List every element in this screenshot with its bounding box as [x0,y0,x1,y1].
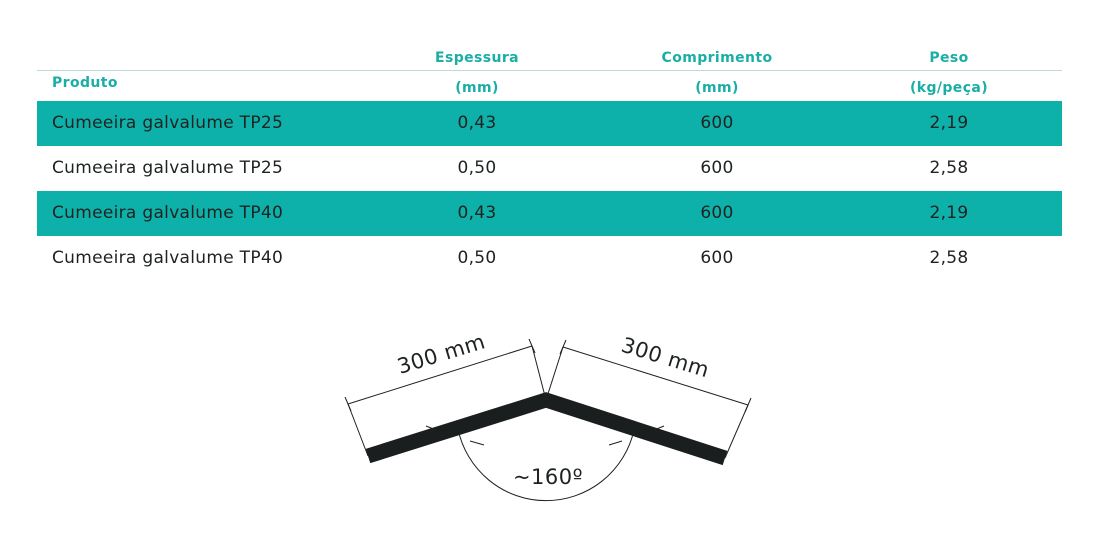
table-row: Cumeeira galvalume TP25 0,43 600 2,19 [37,101,1062,146]
cell-produto: Cumeeira galvalume TP40 [52,203,284,223]
header-peso-unit: (kg/peça) [909,80,989,96]
cell-peso: 2,19 [929,113,969,133]
table-row: Cumeeira galvalume TP25 0,50 600 2,58 [37,146,1062,191]
cell-comprimento: 600 [700,203,734,223]
product-table: Produto Espessura (mm) Comprimento (mm) … [37,40,1062,268]
header-comprimento: Comprimento (mm) [617,45,817,101]
cell-comprimento: 600 [700,158,734,178]
header-produto: Produto [52,70,118,96]
header-peso: Peso (kg/peça) [849,45,1049,101]
header-espessura: Espessura (mm) [377,45,577,101]
header-espessura-unit: (mm) [455,80,499,96]
header-peso-label: Peso [929,50,969,66]
table-row: Cumeeira galvalume TP40 0,43 600 2,19 [37,191,1062,236]
cell-espessura: 0,43 [457,203,497,223]
right-dimension-line [545,339,752,459]
cell-comprimento: 600 [700,113,734,133]
cell-peso: 2,58 [929,248,969,268]
cell-produto: Cumeeira galvalume TP25 [52,113,284,133]
header-comprimento-label: Comprimento [661,50,773,66]
angle-label: ~160º [513,465,583,489]
left-dimension-line [344,338,547,457]
cell-comprimento: 600 [700,248,734,268]
header-espessura-label: Espessura [435,50,519,66]
cell-espessura: 0,43 [457,113,497,133]
cell-produto: Cumeeira galvalume TP40 [52,248,284,268]
left-length-label: 300 mm [394,329,488,378]
right-length-label: 300 mm [619,333,713,382]
cell-espessura: 0,50 [457,248,497,268]
cell-peso: 2,58 [929,158,969,178]
cell-produto: Cumeeira galvalume TP25 [52,158,284,178]
header-produto-label: Produto [52,75,118,91]
header-divider [37,70,1062,71]
header-comprimento-unit: (mm) [695,80,739,96]
cell-peso: 2,19 [929,203,969,223]
table-row: Cumeeira galvalume TP40 0,50 600 2,58 [37,236,1062,281]
ridge-profile-shape [365,392,728,466]
angle-arc [425,425,665,502]
cell-espessura: 0,50 [457,158,497,178]
table-header: Produto Espessura (mm) Comprimento (mm) … [37,40,1062,100]
